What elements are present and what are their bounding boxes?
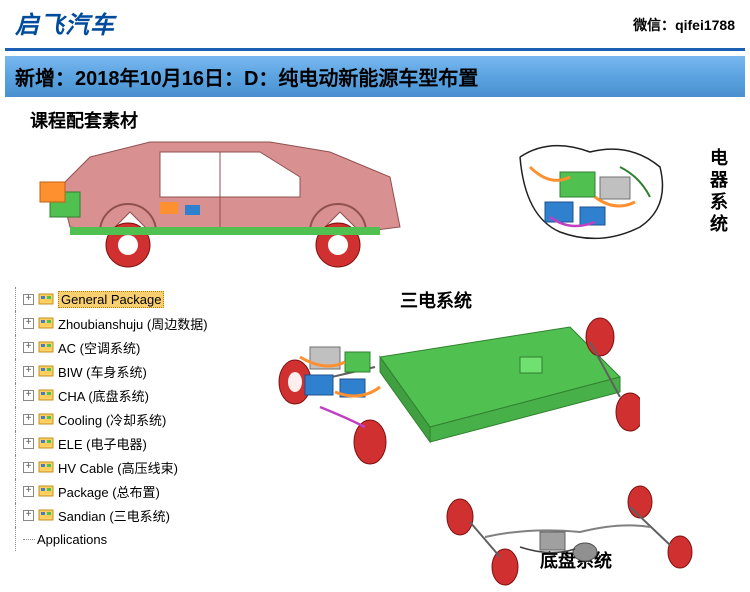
electrical-label: 电器系统 <box>710 147 728 235</box>
tree-label: BIW (车身系统) <box>58 362 147 381</box>
brand-logo: 启飞汽车 <box>15 5 735 40</box>
assembly-icon <box>38 292 54 306</box>
header-divider <box>5 48 745 51</box>
tree-label: Sandian (三电系统) <box>58 506 170 525</box>
assembly-icon <box>38 484 54 498</box>
tree-item-cooling[interactable]: + Cooling (冷却系统) <box>15 407 235 431</box>
tree-item-ac[interactable]: + AC (空调系统) <box>15 335 235 359</box>
expand-icon[interactable]: + <box>23 462 34 473</box>
expand-icon[interactable]: + <box>23 366 34 377</box>
assembly-icon <box>38 364 54 378</box>
tree-label: Cooling (冷却系统) <box>58 410 166 429</box>
chassis-illustration <box>430 477 700 587</box>
tree-item-package[interactable]: + Package (总布置) <box>15 479 235 503</box>
tree-label: HV Cable (高压线束) <box>58 458 178 477</box>
tree-label: CHA (底盘系统) <box>58 386 149 405</box>
expand-icon[interactable]: + <box>23 294 34 305</box>
tree-label: Applications <box>37 532 107 547</box>
tree-item-biw[interactable]: + BIW (车身系统) <box>15 359 235 383</box>
tree-item-zhoubianshuju[interactable]: + Zhoubianshuju (周边数据) <box>15 311 235 335</box>
wechat-contact: 微信：qifei1788 <box>633 15 735 35</box>
header: 启飞汽车 微信：qifei1788 <box>0 0 750 48</box>
tree-item-applications[interactable]: Applications <box>15 527 235 551</box>
assembly-icon <box>38 508 54 522</box>
tree-label: General Package <box>58 291 164 308</box>
tree-label: AC (空调系统) <box>58 338 140 357</box>
tree-item-ele[interactable]: + ELE (电子电器) <box>15 431 235 455</box>
assembly-icon <box>38 316 54 330</box>
tree-item-general-package[interactable]: + General Package <box>15 287 235 311</box>
tree-label: ELE (电子电器) <box>58 434 147 453</box>
car-body-illustration <box>30 127 430 277</box>
expand-icon[interactable]: + <box>23 342 34 353</box>
page-title: 新增：2018年10月16日：D：纯电动新能源车型布置 <box>5 56 745 97</box>
expand-icon[interactable]: + <box>23 510 34 521</box>
wechat-id: qifei1788 <box>675 17 735 33</box>
tree-label: Package (总布置) <box>58 482 160 501</box>
expand-icon[interactable]: + <box>23 414 34 425</box>
expand-icon[interactable]: + <box>23 486 34 497</box>
electrical-illustration <box>500 117 690 267</box>
content-area: 课程配套素材 电器系统 <box>0 97 750 567</box>
sandian-illustration <box>250 297 640 467</box>
assembly-tree: + General Package + Zhoubianshuju (周边数据)… <box>15 287 235 551</box>
wechat-prefix: 微信： <box>633 17 675 33</box>
tree-label: Zhoubianshuju (周边数据) <box>58 314 208 333</box>
assembly-icon <box>38 436 54 450</box>
assembly-icon <box>38 388 54 402</box>
tree-item-sandian[interactable]: + Sandian (三电系统) <box>15 503 235 527</box>
assembly-icon <box>38 340 54 354</box>
assembly-icon <box>38 460 54 474</box>
assembly-icon <box>38 412 54 426</box>
expand-icon[interactable]: + <box>23 318 34 329</box>
tree-item-cha[interactable]: + CHA (底盘系统) <box>15 383 235 407</box>
tree-item-hv-cable[interactable]: + HV Cable (高压线束) <box>15 455 235 479</box>
expand-icon[interactable]: + <box>23 390 34 401</box>
expand-icon[interactable]: + <box>23 438 34 449</box>
